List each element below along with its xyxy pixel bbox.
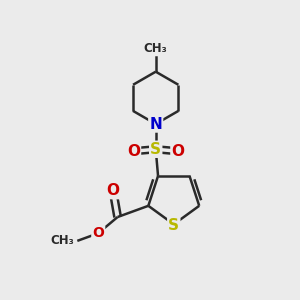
Text: O: O [171, 144, 184, 159]
Text: N: N [149, 116, 162, 131]
Text: S: S [168, 218, 179, 233]
Text: CH₃: CH₃ [51, 234, 74, 248]
Text: S: S [150, 142, 161, 157]
Text: O: O [92, 226, 104, 240]
Text: O: O [127, 144, 140, 159]
Text: O: O [107, 183, 120, 198]
Text: CH₃: CH₃ [144, 42, 168, 55]
